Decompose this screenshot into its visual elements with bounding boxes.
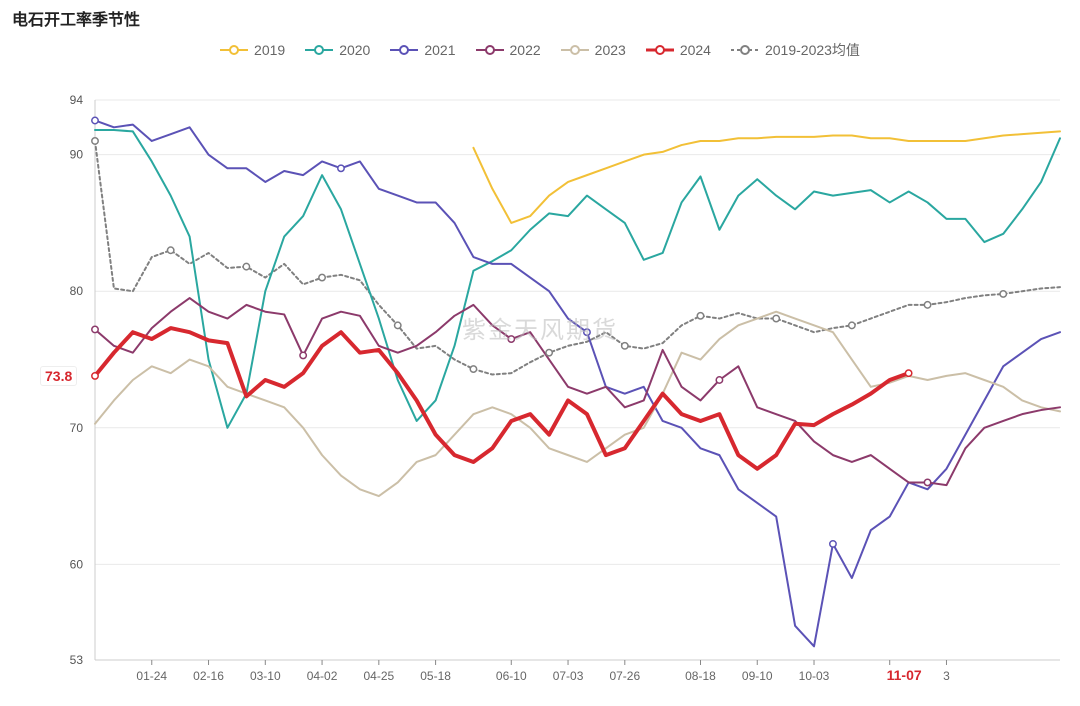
legend-item-2024[interactable]: 2024	[646, 42, 711, 58]
svg-text:04-02: 04-02	[307, 669, 338, 683]
svg-text:01-24: 01-24	[136, 669, 167, 683]
svg-text:10-03: 10-03	[799, 669, 830, 683]
legend-label: 2022	[510, 42, 541, 58]
svg-text:80: 80	[70, 284, 84, 298]
svg-text:70: 70	[70, 421, 84, 435]
chart-title: 电石开工率季节性	[12, 6, 140, 30]
highlight-x-label: 11-07	[887, 667, 922, 683]
legend-item-2019[interactable]: 2019	[220, 42, 285, 58]
line-chart-svg: 53 60 70 80 90 94 01-24 02-16 03-10 04-02 04-25 05-…	[0, 80, 1080, 700]
legend-item-2021[interactable]: 2021	[390, 42, 455, 58]
legend-item-2022[interactable]: 2022	[476, 42, 541, 58]
chart-area: 紫金天风期货 53607080909401-2402-1603-1004-020…	[0, 80, 1080, 700]
svg-text:3: 3	[943, 669, 950, 683]
svg-text:07-26: 07-26	[609, 669, 640, 683]
svg-text:06-10: 06-10	[496, 669, 527, 683]
svg-text:04-25: 04-25	[363, 669, 394, 683]
legend-label: 2020	[339, 42, 370, 58]
legend-label: 2021	[424, 42, 455, 58]
legend-item-avg[interactable]: 2019-2023均值	[731, 40, 860, 60]
legend-label: 2019-2023均值	[765, 40, 860, 60]
svg-text:53: 53	[70, 653, 84, 667]
svg-text:07-03: 07-03	[553, 669, 584, 683]
svg-text:05-18: 05-18	[420, 669, 451, 683]
highlight-value-tag: 73.8	[40, 366, 77, 386]
legend-label: 2019	[254, 42, 285, 58]
svg-text:60: 60	[70, 557, 84, 571]
legend-item-2020[interactable]: 2020	[305, 42, 370, 58]
svg-text:03-10: 03-10	[250, 669, 281, 683]
legend: 2019 2020 2021 2022 2023 2024 2019-2023均值	[0, 40, 1080, 60]
chart-card: 电石开工率季节性 2019 2020 2021 2022 2023 2024 2019-20…	[0, 0, 1080, 706]
legend-item-2023[interactable]: 2023	[561, 42, 626, 58]
svg-text:09-10: 09-10	[742, 669, 773, 683]
svg-text:94: 94	[70, 93, 84, 107]
svg-text:02-16: 02-16	[193, 669, 224, 683]
legend-label: 2023	[595, 42, 626, 58]
svg-text:90: 90	[70, 148, 84, 162]
legend-label: 2024	[680, 42, 711, 58]
svg-text:08-18: 08-18	[685, 669, 716, 683]
